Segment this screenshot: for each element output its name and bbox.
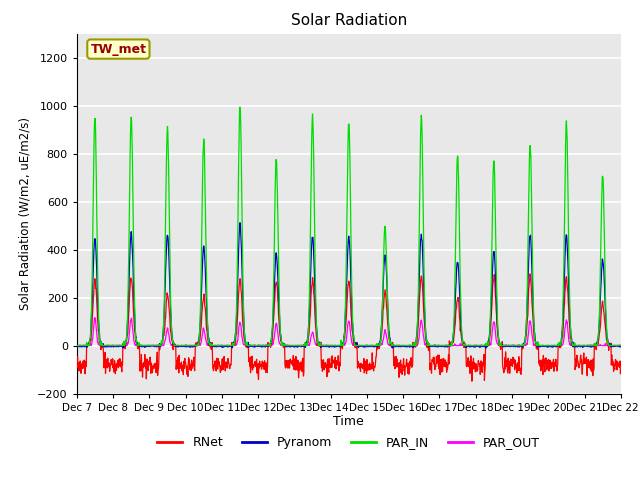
PAR_IN: [504, 343, 512, 348]
PAR_IN: [73, 343, 81, 348]
RNet: [526, 271, 534, 277]
PAR_OUT: [195, 343, 202, 348]
Pyranom: [434, 344, 442, 350]
Line: PAR_OUT: PAR_OUT: [77, 318, 620, 346]
Title: Solar Radiation: Solar Radiation: [291, 13, 407, 28]
Pyranom: [553, 344, 561, 350]
RNet: [255, 377, 262, 383]
RNet: [468, 378, 476, 384]
PAR_OUT: [505, 342, 513, 348]
PAR_OUT: [553, 343, 561, 348]
X-axis label: Time: Time: [333, 415, 364, 429]
RNet: [553, 364, 561, 370]
RNet: [180, 359, 188, 364]
PAR_IN: [194, 341, 202, 347]
Pyranom: [388, 345, 396, 351]
PAR_OUT: [91, 315, 99, 321]
PAR_OUT: [616, 342, 624, 348]
Pyranom: [505, 344, 513, 349]
PAR_IN: [236, 104, 244, 110]
Pyranom: [255, 343, 263, 349]
PAR_IN: [616, 343, 624, 348]
PAR_OUT: [434, 343, 442, 348]
Pyranom: [194, 340, 202, 346]
Y-axis label: Solar Radiation (W/m2, uE/m2/s): Solar Radiation (W/m2, uE/m2/s): [19, 117, 32, 310]
PAR_OUT: [83, 343, 90, 348]
RNet: [73, 354, 81, 360]
Pyranom: [236, 220, 244, 226]
PAR_OUT: [255, 342, 263, 348]
Text: TW_met: TW_met: [90, 43, 147, 56]
Legend: RNet, Pyranom, PAR_IN, PAR_OUT: RNet, Pyranom, PAR_IN, PAR_OUT: [152, 431, 545, 454]
PAR_IN: [180, 343, 188, 348]
Line: PAR_IN: PAR_IN: [77, 107, 620, 346]
PAR_IN: [433, 343, 441, 348]
PAR_IN: [255, 343, 263, 348]
PAR_OUT: [73, 343, 81, 348]
Pyranom: [616, 344, 624, 349]
Pyranom: [73, 344, 81, 349]
RNet: [616, 371, 624, 377]
PAR_OUT: [181, 342, 189, 348]
PAR_IN: [552, 343, 560, 348]
RNet: [504, 355, 512, 361]
RNet: [194, 341, 202, 347]
Pyranom: [180, 343, 188, 349]
Line: Pyranom: Pyranom: [77, 223, 620, 348]
RNet: [433, 360, 441, 366]
Line: RNet: RNet: [77, 274, 620, 381]
